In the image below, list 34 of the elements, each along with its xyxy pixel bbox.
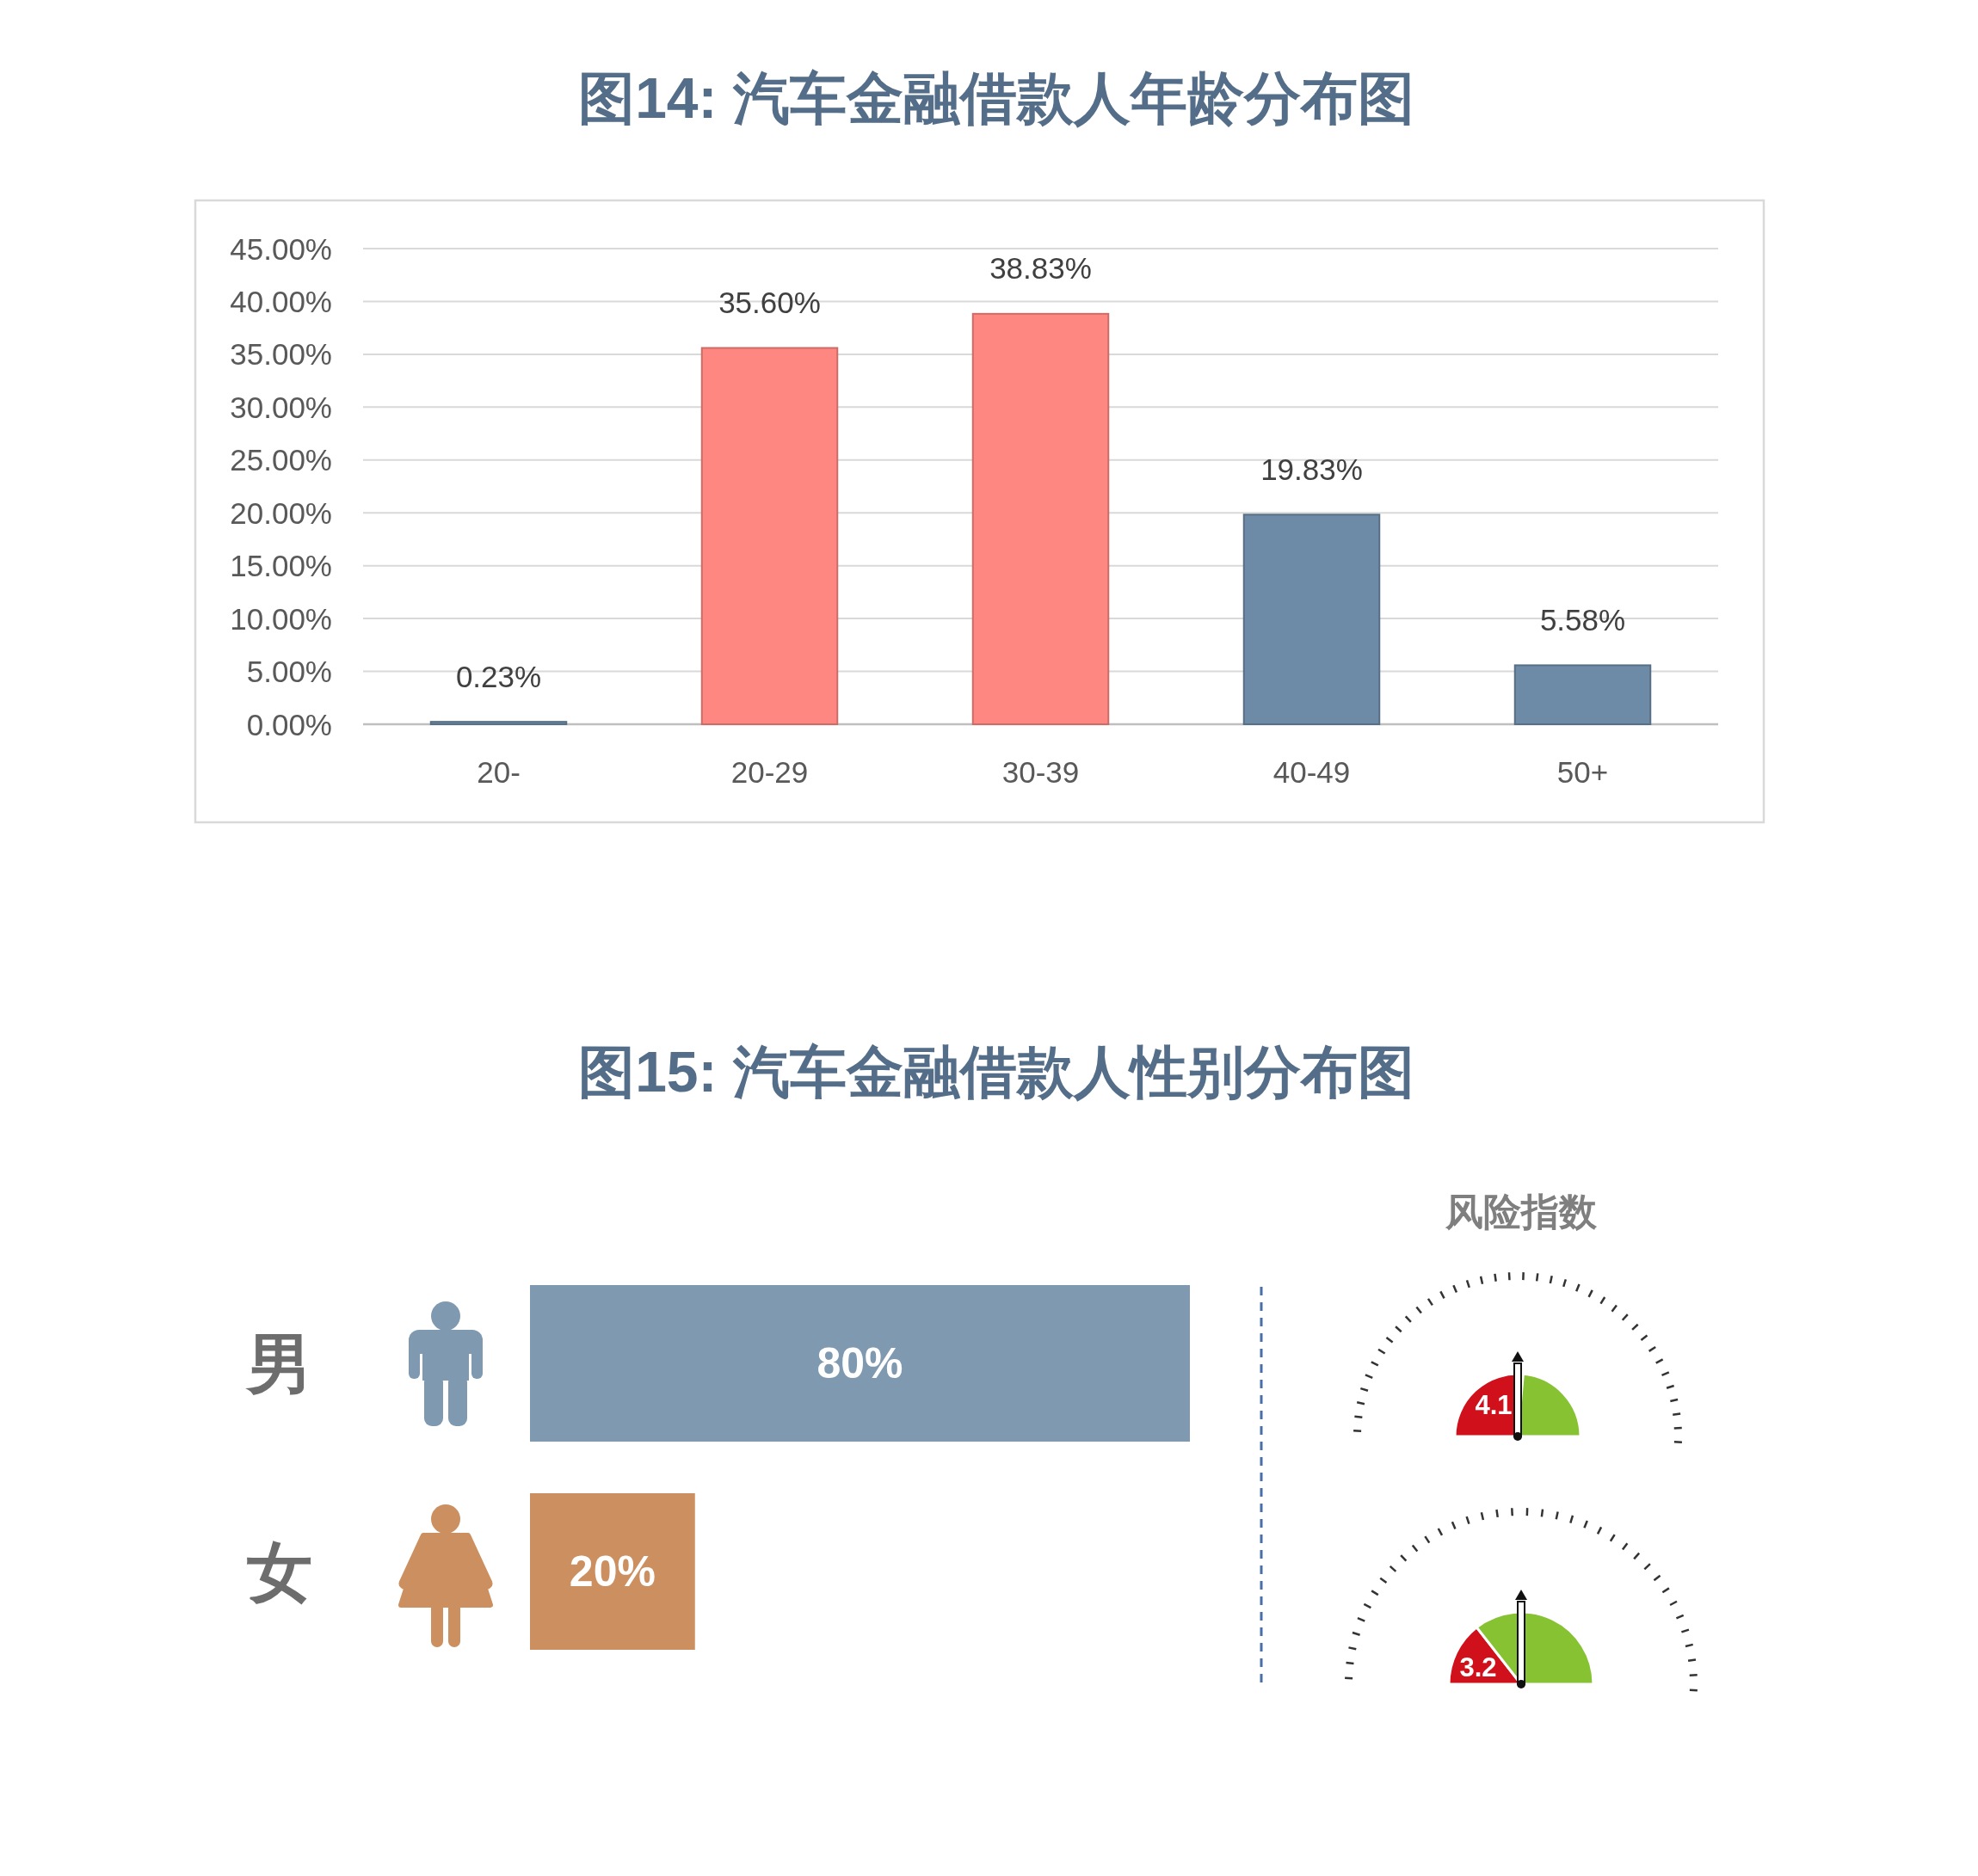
bar xyxy=(1242,514,1381,725)
bar xyxy=(971,312,1110,725)
y-tick-label: 20.00% xyxy=(230,495,332,530)
y-tick-label: 女 xyxy=(247,1535,312,1608)
y-tick-label: 0.00% xyxy=(246,707,332,741)
y-tick-label: 30.00% xyxy=(230,390,332,424)
x-tick-label: 20- xyxy=(477,754,521,789)
x-tick-label: 20-29 xyxy=(730,754,809,789)
data-label: 80% xyxy=(816,1339,903,1387)
y-tick-label: 40.00% xyxy=(230,284,332,318)
data-label: 35.60% xyxy=(718,286,821,320)
y-tick-label: 35.00% xyxy=(230,337,332,372)
data-label: 20% xyxy=(569,1547,656,1596)
text: 风险指数 xyxy=(1445,1190,1598,1233)
y-tick-label: 45.00% xyxy=(230,231,332,266)
y-tick-label: 10.00% xyxy=(230,601,332,636)
data-label: 38.83% xyxy=(989,251,1092,286)
data-label: 3.2 xyxy=(1459,1651,1497,1682)
bar xyxy=(700,347,839,725)
data-label: 5.58% xyxy=(1539,602,1626,637)
data-label: 4.1 xyxy=(1475,1389,1513,1420)
x-tick-label: 40-49 xyxy=(1272,754,1351,789)
bar xyxy=(429,721,568,725)
data-label: 0.23% xyxy=(455,659,542,693)
y-tick-label: 25.00% xyxy=(230,443,332,477)
x-tick-label: 30-39 xyxy=(1001,754,1080,789)
y-tick-label: 男 xyxy=(245,1326,312,1400)
x-tick-label: 50+ xyxy=(1556,754,1609,789)
data-label: 19.83% xyxy=(1260,452,1363,486)
y-tick-label: 15.00% xyxy=(230,549,332,583)
y-tick-label: 5.00% xyxy=(246,655,332,689)
chart-title: 图14: 汽车金融借款人年龄分布图 xyxy=(578,66,1414,130)
chart-title: 图15: 汽车金融借款人性别分布图 xyxy=(578,1040,1414,1104)
bar xyxy=(1513,664,1652,725)
